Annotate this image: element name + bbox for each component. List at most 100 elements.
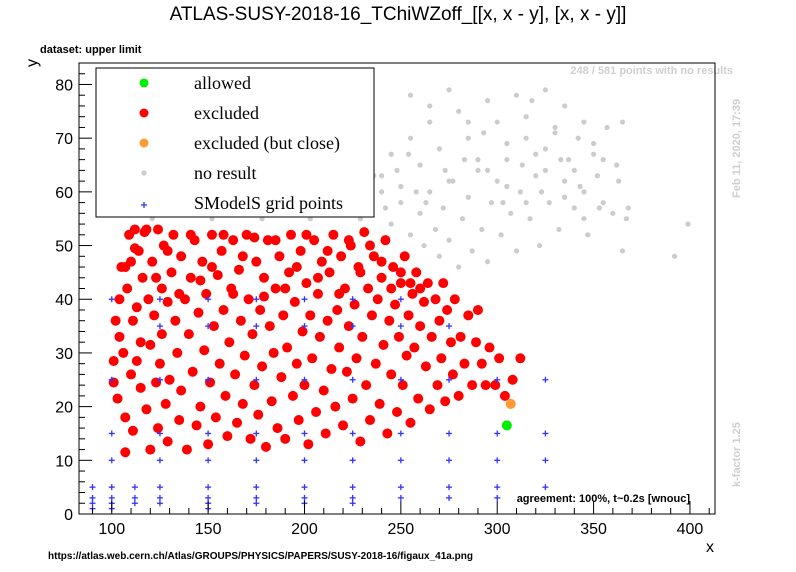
- excluded-point-223: [355, 267, 366, 278]
- excluded-point-209: [206, 262, 217, 273]
- excluded-point-99: [278, 310, 289, 321]
- x-tick-label-150: 150: [195, 521, 222, 538]
- no-result-point-175: [577, 183, 583, 190]
- no-result-point-130: [446, 87, 452, 93]
- grid-point-70: [446, 457, 453, 464]
- no-result-point-78: [388, 151, 394, 157]
- excluded-point-197: [494, 353, 505, 364]
- legend-entry-2: excluded (but close): [139, 133, 340, 154]
- no-result-point-42: [469, 248, 475, 254]
- grid-point-57: [349, 376, 356, 383]
- no-result-point-135: [542, 167, 549, 173]
- grid-point-12: [131, 484, 138, 491]
- grid-point-15: [156, 484, 163, 491]
- excluded-point-64: [210, 412, 221, 423]
- excluded-point-164: [403, 310, 414, 321]
- excluded-point-200: [515, 353, 526, 364]
- legend-marker-1: [139, 108, 149, 118]
- excluded-point-14: [127, 315, 138, 326]
- y-tick-label-60: 60: [55, 185, 73, 202]
- grid-point-53: [349, 494, 356, 501]
- excluded-point-215: [270, 235, 281, 246]
- excluded-point-29: [149, 310, 160, 321]
- excluded-point-94: [268, 347, 279, 358]
- grid-point-63: [397, 457, 404, 464]
- excluded-point-9: [120, 412, 131, 423]
- excluded-point-85: [251, 256, 262, 267]
- no-result-point-167: [423, 199, 429, 206]
- excluded-point-221: [334, 288, 345, 299]
- excluded-point-111: [301, 278, 312, 289]
- no-result-point-128: [407, 92, 414, 98]
- excluded-point-107: [293, 415, 304, 426]
- excluded-point-140: [357, 331, 368, 342]
- excluded-point-189: [463, 310, 474, 321]
- excluded-point-150: [376, 272, 387, 283]
- grid-point-74: [494, 484, 501, 491]
- no-result-point-94: [542, 87, 549, 93]
- grid-point-4: [108, 484, 115, 491]
- no-result-point-39: [456, 264, 462, 270]
- no-result-point-61: [562, 178, 568, 184]
- excluded-point-41: [166, 267, 177, 278]
- no-result-point-48: [498, 232, 504, 238]
- excluded-point-26: [145, 444, 156, 455]
- grid-point-78: [494, 376, 501, 383]
- excluded-point-113: [305, 310, 316, 321]
- grid-point-28: [205, 457, 212, 464]
- excluded-point-115: [309, 235, 320, 246]
- no-result-point-72: [614, 162, 620, 168]
- legend: allowed excluded excluded (but close) no re…: [95, 67, 375, 218]
- grid-point-71: [446, 430, 453, 437]
- excluded-point-15: [127, 425, 138, 436]
- excluded-point-222: [343, 235, 354, 246]
- grid-point-5: [108, 494, 115, 501]
- no-result-point-87: [475, 157, 481, 163]
- excluded-point-47: [176, 385, 187, 396]
- no-result-point-70: [604, 124, 610, 131]
- no-result-point-38: [450, 178, 456, 184]
- no-result-point-57: [542, 146, 549, 152]
- grid-point-40: [253, 323, 260, 330]
- excluded-point-75: [232, 417, 243, 428]
- excluded-point-106: [291, 358, 302, 369]
- excluded-point-126: [330, 401, 341, 412]
- excluded-point-133: [343, 321, 354, 332]
- no-result-point-30: [407, 232, 414, 238]
- no-result-point-69: [600, 199, 606, 206]
- no-result-point-45: [484, 259, 491, 265]
- excluded-point-4: [114, 331, 125, 342]
- grid-point-59: [349, 296, 356, 303]
- excluded-point-114: [307, 353, 318, 364]
- excluded-point-17: [131, 355, 142, 366]
- no-results-note: 248 / 581 points with no results: [570, 65, 733, 77]
- excluded-point-159: [393, 331, 404, 342]
- excluded-point-76: [233, 264, 244, 275]
- excluded-point-155: [386, 369, 397, 380]
- x-tick-label-250: 250: [388, 521, 415, 538]
- y-tick-label-40: 40: [55, 292, 73, 309]
- no-result-point-96: [562, 103, 568, 109]
- grid-point-66: [397, 323, 404, 330]
- excluded-point-119: [316, 256, 327, 267]
- no-result-point-92: [523, 114, 529, 120]
- no-result-point-56: [537, 242, 543, 249]
- grid-point-31: [205, 323, 212, 330]
- excluded-point-225: [376, 256, 387, 267]
- no-result-point-50: [508, 210, 514, 216]
- grid-point-44: [301, 494, 308, 501]
- excluded-point-199: [507, 374, 518, 385]
- excluded-point-34: [156, 283, 167, 294]
- excluded-but-close-point-0: [505, 398, 516, 409]
- grid-point-55: [349, 457, 356, 464]
- y-tick-label-50: 50: [55, 239, 73, 256]
- no-result-point-74: [623, 216, 629, 222]
- excluded-point-83: [247, 329, 258, 340]
- no-result-point-47: [494, 178, 500, 184]
- excluded-point-54: [191, 420, 202, 431]
- no-result-point-44: [479, 226, 485, 233]
- excluded-point-144: [365, 415, 376, 426]
- excluded-point-218: [301, 229, 312, 240]
- grid-point-10: [108, 376, 115, 383]
